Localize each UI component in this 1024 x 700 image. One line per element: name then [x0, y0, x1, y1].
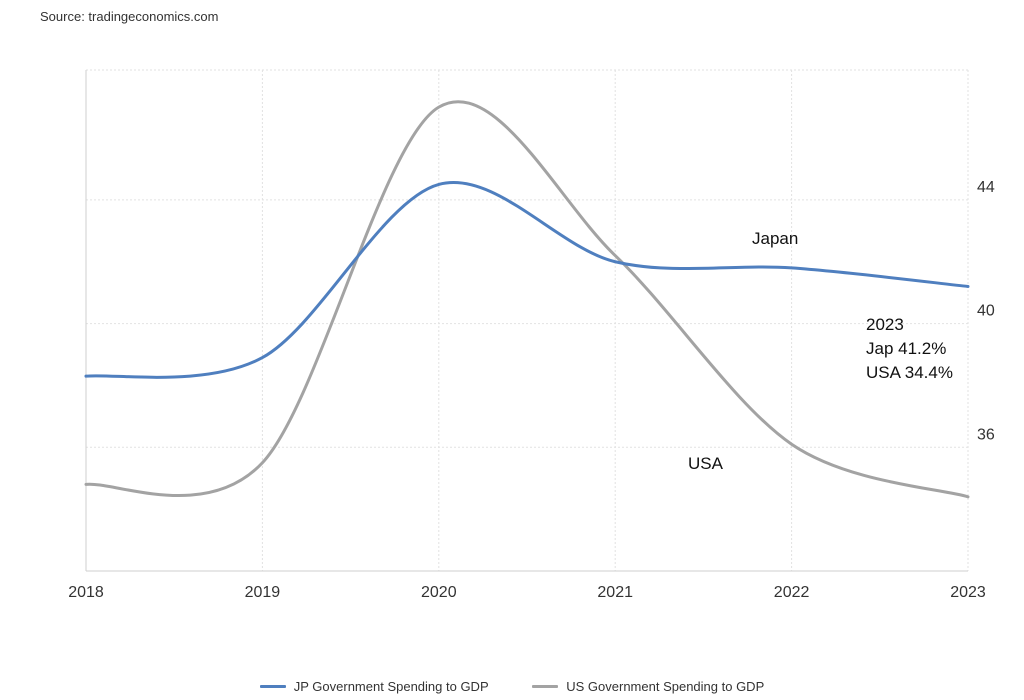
legend-swatch-jp: [259, 685, 286, 688]
legend-label-us: US Government Spending to GDP: [566, 679, 765, 694]
x-tick-label: 2019: [245, 584, 281, 601]
legend-item-us: US Government Spending to GDP: [532, 679, 764, 694]
line-chart: 2018 2019 2020 2021 2022 2023 36 40 44 Japan US…: [68, 69, 995, 601]
japan-annotation: Japan: [752, 229, 798, 248]
legend-label-jp: JP Government Spending to GDP: [293, 679, 489, 694]
y-tick-label: 40: [977, 303, 995, 320]
summary-usa: USA 34.4%: [866, 363, 953, 382]
y-tick-label: 36: [977, 426, 995, 443]
legend-swatch-us: [532, 685, 559, 688]
source-text: Source: tradingeconomics.com: [40, 9, 219, 24]
x-tick-label: 2018: [68, 584, 104, 601]
y-tick-label: 44: [977, 179, 995, 196]
series-line-jp: [84, 181, 970, 379]
series-lines: [84, 100, 970, 499]
usa-annotation: USA: [688, 454, 724, 473]
x-tick-label: 2022: [774, 584, 810, 601]
x-tick-labels: 2018 2019 2020 2021 2022 2023: [68, 584, 986, 601]
axes: [85, 70, 968, 572]
series-line-us: [84, 100, 970, 499]
x-tick-label: 2020: [421, 584, 457, 601]
annotations: Japan USA 2023 Jap 41.2% USA 34.4%: [688, 229, 953, 473]
y-tick-labels: 36 40 44: [977, 179, 995, 443]
x-tick-label: 2023: [950, 584, 986, 601]
summary-japan: Jap 41.2%: [866, 339, 946, 358]
x-tick-label: 2021: [597, 584, 633, 601]
summary-year: 2023: [866, 315, 904, 334]
gridlines: [86, 69, 969, 571]
legend: JP Government Spending to GDP US Governm…: [0, 676, 1024, 694]
legend-item-jp: JP Government Spending to GDP: [259, 679, 489, 694]
